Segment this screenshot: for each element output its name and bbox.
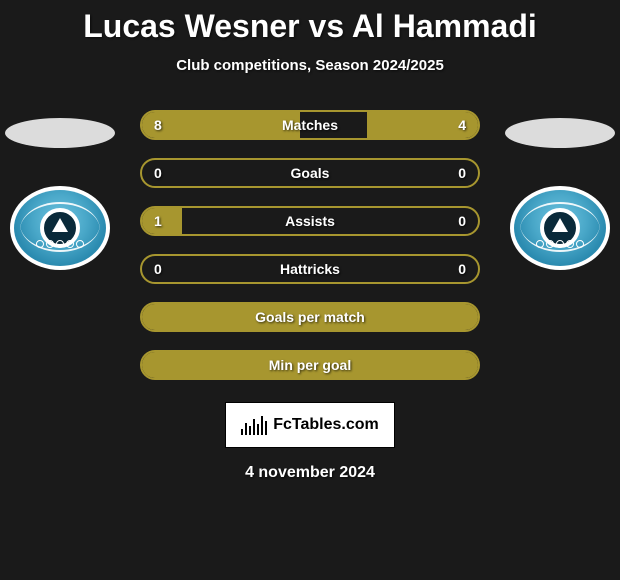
player-left-col: [0, 110, 120, 270]
stat-value-right: 0: [436, 261, 466, 277]
stat-label: Goals per match: [184, 309, 436, 325]
brand-logo: FcTables.com: [225, 402, 395, 448]
stat-label: Assists: [184, 213, 436, 229]
stat-row: 0Goals0: [140, 158, 480, 188]
brand-logo-text: FcTables.com: [273, 416, 379, 434]
stat-value-right: 4: [436, 117, 466, 133]
stat-value-right: 0: [436, 165, 466, 181]
snapshot-date: 4 november 2024: [0, 464, 620, 482]
stat-value-right: 0: [436, 213, 466, 229]
stat-value-left: 0: [154, 165, 184, 181]
player-left-club-badge: [10, 186, 110, 270]
page-title: Lucas Wesner vs Al Hammadi: [0, 0, 620, 45]
stat-value-left: 0: [154, 261, 184, 277]
comparison-panel: 8Matches40Goals01Assists00Hattricks0Goal…: [0, 110, 620, 380]
stat-label: Matches: [184, 117, 436, 133]
player-right-club-badge: [510, 186, 610, 270]
brand-logo-icon: [241, 415, 267, 435]
player-right-photo-placeholder: [505, 118, 615, 148]
player-right-col: [500, 110, 620, 270]
page-subtitle: Club competitions, Season 2024/2025: [0, 57, 620, 74]
player-left-photo-placeholder: [5, 118, 115, 148]
stat-value-left: 8: [154, 117, 184, 133]
stat-label: Goals: [184, 165, 436, 181]
stat-label: Min per goal: [184, 357, 436, 373]
stat-row: 8Matches4: [140, 110, 480, 140]
stat-value-left: 1: [154, 213, 184, 229]
stat-row: 0Hattricks0: [140, 254, 480, 284]
stat-row: Goals per match: [140, 302, 480, 332]
stat-row: 1Assists0: [140, 206, 480, 236]
stat-row: Min per goal: [140, 350, 480, 380]
stat-label: Hattricks: [184, 261, 436, 277]
stat-bars: 8Matches40Goals01Assists00Hattricks0Goal…: [140, 110, 480, 380]
